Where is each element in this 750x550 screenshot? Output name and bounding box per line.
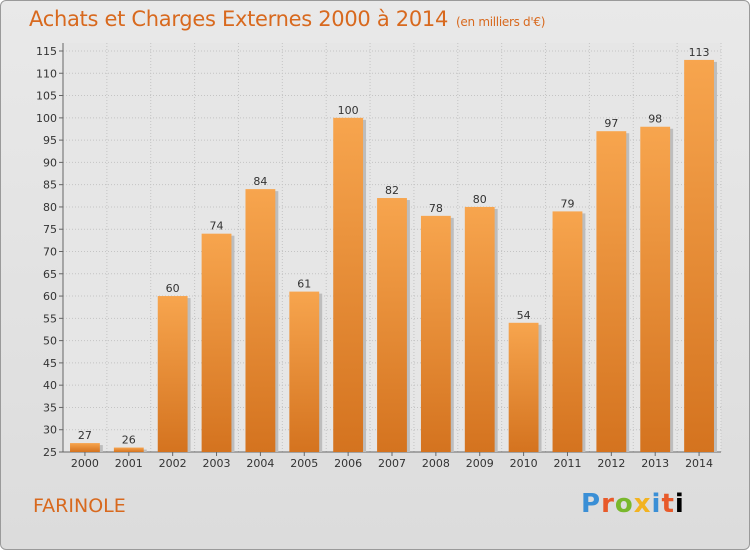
x-tick-label: 2009 <box>466 457 494 470</box>
bar-value-label: 80 <box>473 193 487 206</box>
logo-letter: o <box>614 489 634 519</box>
y-tick-label: 85 <box>43 179 57 192</box>
bar <box>596 131 627 452</box>
bar-value-label: 61 <box>297 278 311 291</box>
bar-value-label: 74 <box>210 220 224 233</box>
x-tick-label: 2003 <box>203 457 231 470</box>
bar <box>420 215 451 452</box>
x-tick-label: 2002 <box>159 457 187 470</box>
bar <box>113 447 144 452</box>
bar-value-label: 26 <box>122 434 136 447</box>
x-tick-label: 2006 <box>334 457 362 470</box>
y-tick-label: 45 <box>43 357 57 370</box>
labels: 25 30 35 40 45 50 55 60 65 70 75 80 85 90 95 100 105 110 1… <box>36 45 713 470</box>
bar-value-label: 84 <box>253 175 267 188</box>
y-tick-label: 100 <box>36 112 57 125</box>
y-tick-label: 60 <box>43 290 57 303</box>
bar <box>640 126 671 452</box>
bar-value-label: 100 <box>338 104 359 117</box>
x-tick-label: 2011 <box>553 457 581 470</box>
bar-value-label: 27 <box>78 429 92 442</box>
y-tick-label: 25 <box>43 446 57 459</box>
chart-title: Achats et Charges Externes 2000 à 2014 (e… <box>29 7 545 31</box>
bar <box>377 198 407 452</box>
y-tick-label: 55 <box>43 312 57 325</box>
logo-letter: r <box>601 489 615 519</box>
y-tick-label: 80 <box>43 201 57 214</box>
bar <box>333 117 364 452</box>
y-tick-label: 110 <box>36 67 57 80</box>
logo-letter: i <box>651 489 662 519</box>
x-tick-label: 2010 <box>510 457 538 470</box>
bar-value-label: 79 <box>560 197 574 210</box>
commune-name: FARINOLE <box>33 495 126 517</box>
bars <box>70 59 717 453</box>
x-tick-label: 2001 <box>115 457 143 470</box>
x-tick-label: 2013 <box>641 457 669 470</box>
title-text: Achats et Charges Externes 2000 à 2014 <box>29 7 449 31</box>
y-tick-label: 70 <box>43 246 57 259</box>
x-tick-label: 2004 <box>246 457 274 470</box>
y-tick-label: 115 <box>36 45 57 58</box>
bar-value-label: 60 <box>166 282 180 295</box>
y-tick-label: 105 <box>36 90 57 103</box>
y-tick-label: 75 <box>43 223 57 236</box>
bar <box>245 189 276 452</box>
bar-value-label: 98 <box>648 113 662 126</box>
bar <box>201 233 232 452</box>
y-tick-label: 40 <box>43 379 57 392</box>
x-tick-label: 2000 <box>71 457 99 470</box>
bar <box>508 322 539 452</box>
bar-value-label: 78 <box>429 202 443 215</box>
x-tick-label: 2012 <box>597 457 625 470</box>
x-tick-label: 2005 <box>290 457 318 470</box>
bar <box>70 443 100 452</box>
logo-letter: x <box>633 489 652 519</box>
bar <box>552 211 583 452</box>
proxiti-logo[interactable]: Proxiti <box>581 489 685 519</box>
y-tick-label: 65 <box>43 268 57 281</box>
chart-subtitle: (en milliers d'€) <box>456 15 546 29</box>
bar-value-label: 54 <box>517 309 531 322</box>
y-tick-label: 35 <box>43 401 57 414</box>
bar-value-label: 97 <box>604 117 618 130</box>
bar <box>289 291 320 452</box>
bar <box>157 296 188 452</box>
bar <box>684 59 714 453</box>
y-tick-label: 50 <box>43 335 57 348</box>
logo-letter: i <box>674 489 685 519</box>
x-tick-label: 2007 <box>378 457 406 470</box>
y-tick-label: 90 <box>43 156 57 169</box>
bar-value-label: 113 <box>689 46 710 59</box>
logo-letter: t <box>661 489 675 519</box>
bar <box>464 206 495 452</box>
y-tick-label: 30 <box>43 424 57 437</box>
x-tick-label: 2014 <box>685 457 713 470</box>
x-tick-label: 2008 <box>422 457 450 470</box>
y-tick-label: 95 <box>43 134 57 147</box>
logo-letter: P <box>581 489 602 519</box>
bar-value-label: 82 <box>385 184 399 197</box>
